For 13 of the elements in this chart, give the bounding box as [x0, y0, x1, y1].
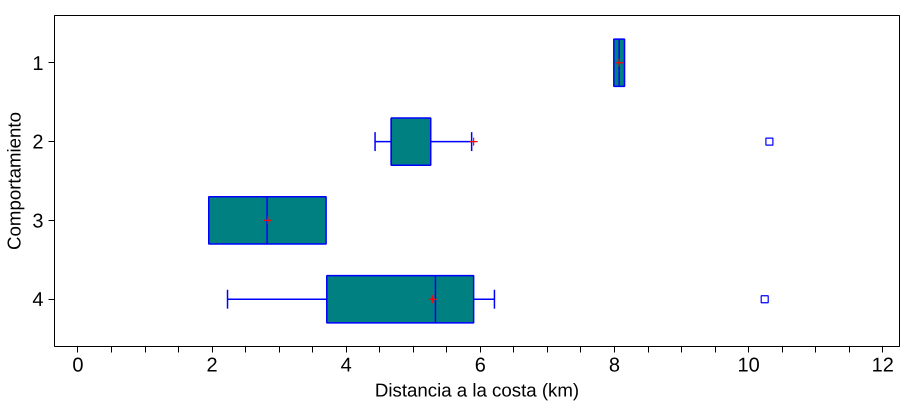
x-axis-title: Distancia a la costa (km): [374, 380, 580, 400]
y-tick-label: 1: [32, 52, 44, 75]
x-tick-label: 12: [872, 354, 894, 376]
x-tick-label: 0: [72, 354, 84, 376]
x-tick-label: 10: [737, 354, 760, 376]
y-tick-label: 2: [32, 132, 44, 154]
x-tick-label: 8: [608, 354, 620, 376]
x-tick-label: 6: [474, 354, 486, 376]
y-tick-label: 3: [32, 210, 44, 232]
x-tick-label: 2: [206, 354, 218, 376]
y-axis-title: Comportamiento: [3, 112, 24, 250]
x-tick-label: 4: [340, 354, 352, 376]
y-tick-label: 4: [32, 289, 44, 312]
